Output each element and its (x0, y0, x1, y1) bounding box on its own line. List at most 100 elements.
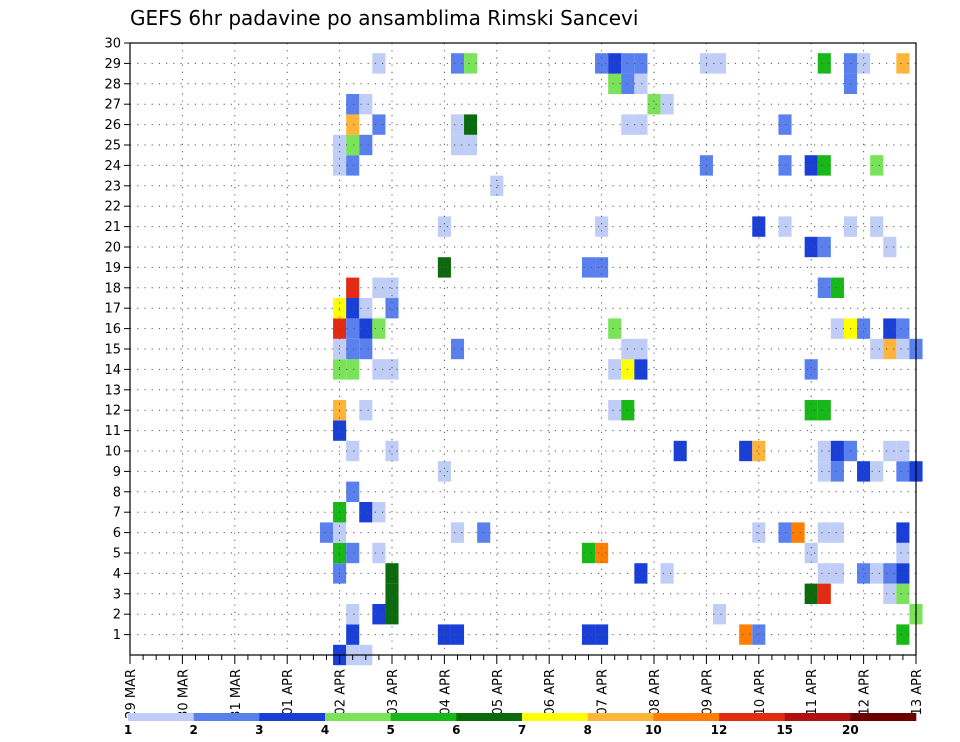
x-tick-label: 30 MAR (176, 669, 191, 719)
heatmap-cell (359, 134, 373, 156)
heatmap-cell (634, 563, 648, 584)
heatmap-cell (464, 53, 478, 74)
heatmap-cell (634, 53, 648, 74)
y-tick-label: 3 (113, 587, 121, 602)
y-tick-label: 11 (104, 424, 121, 439)
heatmap-cell (830, 563, 844, 584)
x-tick-label: 12 APR (858, 669, 873, 715)
y-tick-label: 30 (104, 37, 121, 52)
x-tick-label: 11 APR (805, 669, 820, 715)
heatmap-cell (857, 318, 871, 339)
heatmap-cell (739, 624, 753, 645)
x-tick-label: 03 APR (386, 669, 401, 715)
y-tick-label: 4 (113, 567, 121, 582)
heatmap-cell (673, 440, 687, 462)
heatmap-cell (608, 73, 622, 94)
colorbar-swatch (128, 713, 194, 721)
y-tick-label: 17 (104, 302, 121, 317)
x-tick-label: 31 MAR (229, 669, 244, 719)
x-tick-label: 04 APR (438, 669, 453, 715)
colorbar-swatch (587, 713, 654, 721)
heatmap-cell (437, 461, 451, 482)
y-tick-label: 8 (113, 485, 121, 500)
y-tick-label: 12 (104, 404, 121, 419)
heatmap-cell (359, 94, 373, 115)
y-tick-label: 18 (104, 281, 121, 296)
heatmap-cell (804, 236, 818, 258)
heatmap-cell (464, 134, 478, 156)
y-tick-label: 23 (104, 179, 121, 194)
colorbar-label: 4 (321, 723, 329, 737)
y-tick-label: 15 (104, 343, 121, 358)
heatmap-cell (712, 604, 727, 625)
heatmap-cell (870, 338, 884, 360)
y-tick-label: 27 (104, 98, 121, 113)
heatmap-cell (346, 604, 360, 625)
heatmap-cell (346, 134, 360, 156)
heatmap-cell (581, 542, 596, 564)
heatmap-cell (830, 522, 844, 543)
y-axis: 1234567891011121314151617181920212223242… (104, 37, 130, 643)
heatmap-cell (346, 481, 360, 502)
colorbar-swatch (456, 713, 523, 721)
y-tick-label: 19 (104, 261, 121, 276)
y-tick-label: 2 (113, 608, 121, 623)
heatmap-cell (359, 318, 373, 339)
x-tick-label: 06 APR (543, 669, 558, 715)
heatmap-cell (608, 359, 622, 380)
heatmap-cell (346, 155, 360, 176)
heatmap-cell (896, 624, 910, 645)
x-tick-label: 08 APR (648, 669, 663, 715)
colorbar-swatch (193, 713, 260, 721)
heatmap-cell (817, 53, 831, 74)
x-tick-label: 09 APR (700, 669, 715, 715)
heatmap-cell (608, 318, 622, 339)
heatmap-cell (346, 624, 360, 645)
heatmap-cell (896, 522, 910, 543)
heatmap-cell (896, 440, 910, 462)
heatmap-cell (385, 563, 399, 584)
heatmap-cell (595, 257, 609, 278)
heatmap-cell (712, 53, 727, 74)
heatmap-cell (817, 563, 831, 584)
heatmap-cell (830, 440, 844, 462)
heatmap-cell (346, 114, 360, 135)
heatmap-cell (372, 359, 386, 380)
heatmap-cell (359, 502, 373, 523)
chart-title: GEFS 6hr padavine po ansamblima Rimski S… (130, 6, 638, 30)
y-tick-label: 7 (113, 506, 121, 521)
y-tick-label: 21 (104, 220, 121, 235)
heatmap-cell (608, 400, 622, 421)
colorbar-swatch (653, 713, 720, 721)
heatmap-cell (595, 542, 609, 564)
heatmap-cell (595, 216, 609, 237)
heatmap-cell (804, 542, 818, 564)
heatmap-cell (883, 440, 897, 462)
heatmap-cell (359, 338, 373, 360)
heatmap-cell (581, 257, 596, 278)
colorbar-swatch (390, 713, 457, 721)
heatmap-cell (896, 338, 910, 360)
heatmap-cell (346, 359, 360, 380)
heatmap-cell (817, 583, 831, 604)
heatmap-cell (372, 277, 386, 298)
heatmap-cell (437, 216, 451, 237)
heatmap-cells (319, 53, 923, 666)
heatmap-cell (857, 461, 871, 482)
heatmap-cell (346, 338, 360, 360)
heatmap-cell (385, 604, 399, 625)
heatmap-cell (883, 338, 897, 360)
y-tick-label: 22 (104, 200, 121, 215)
heatmap-cell (437, 257, 451, 278)
heatmap-cell (437, 624, 451, 645)
colorbar-label: 5 (386, 723, 394, 737)
heatmap-cell (804, 359, 818, 380)
heatmap-cell (817, 440, 831, 462)
x-tick-label: 07 APR (596, 669, 611, 715)
heatmap-cell (634, 114, 648, 135)
x-tick-label: 10 APR (753, 669, 768, 715)
colorbar-swatch (325, 713, 391, 721)
x-tick-label: 05 APR (491, 669, 506, 715)
heatmap-cell (778, 155, 792, 176)
